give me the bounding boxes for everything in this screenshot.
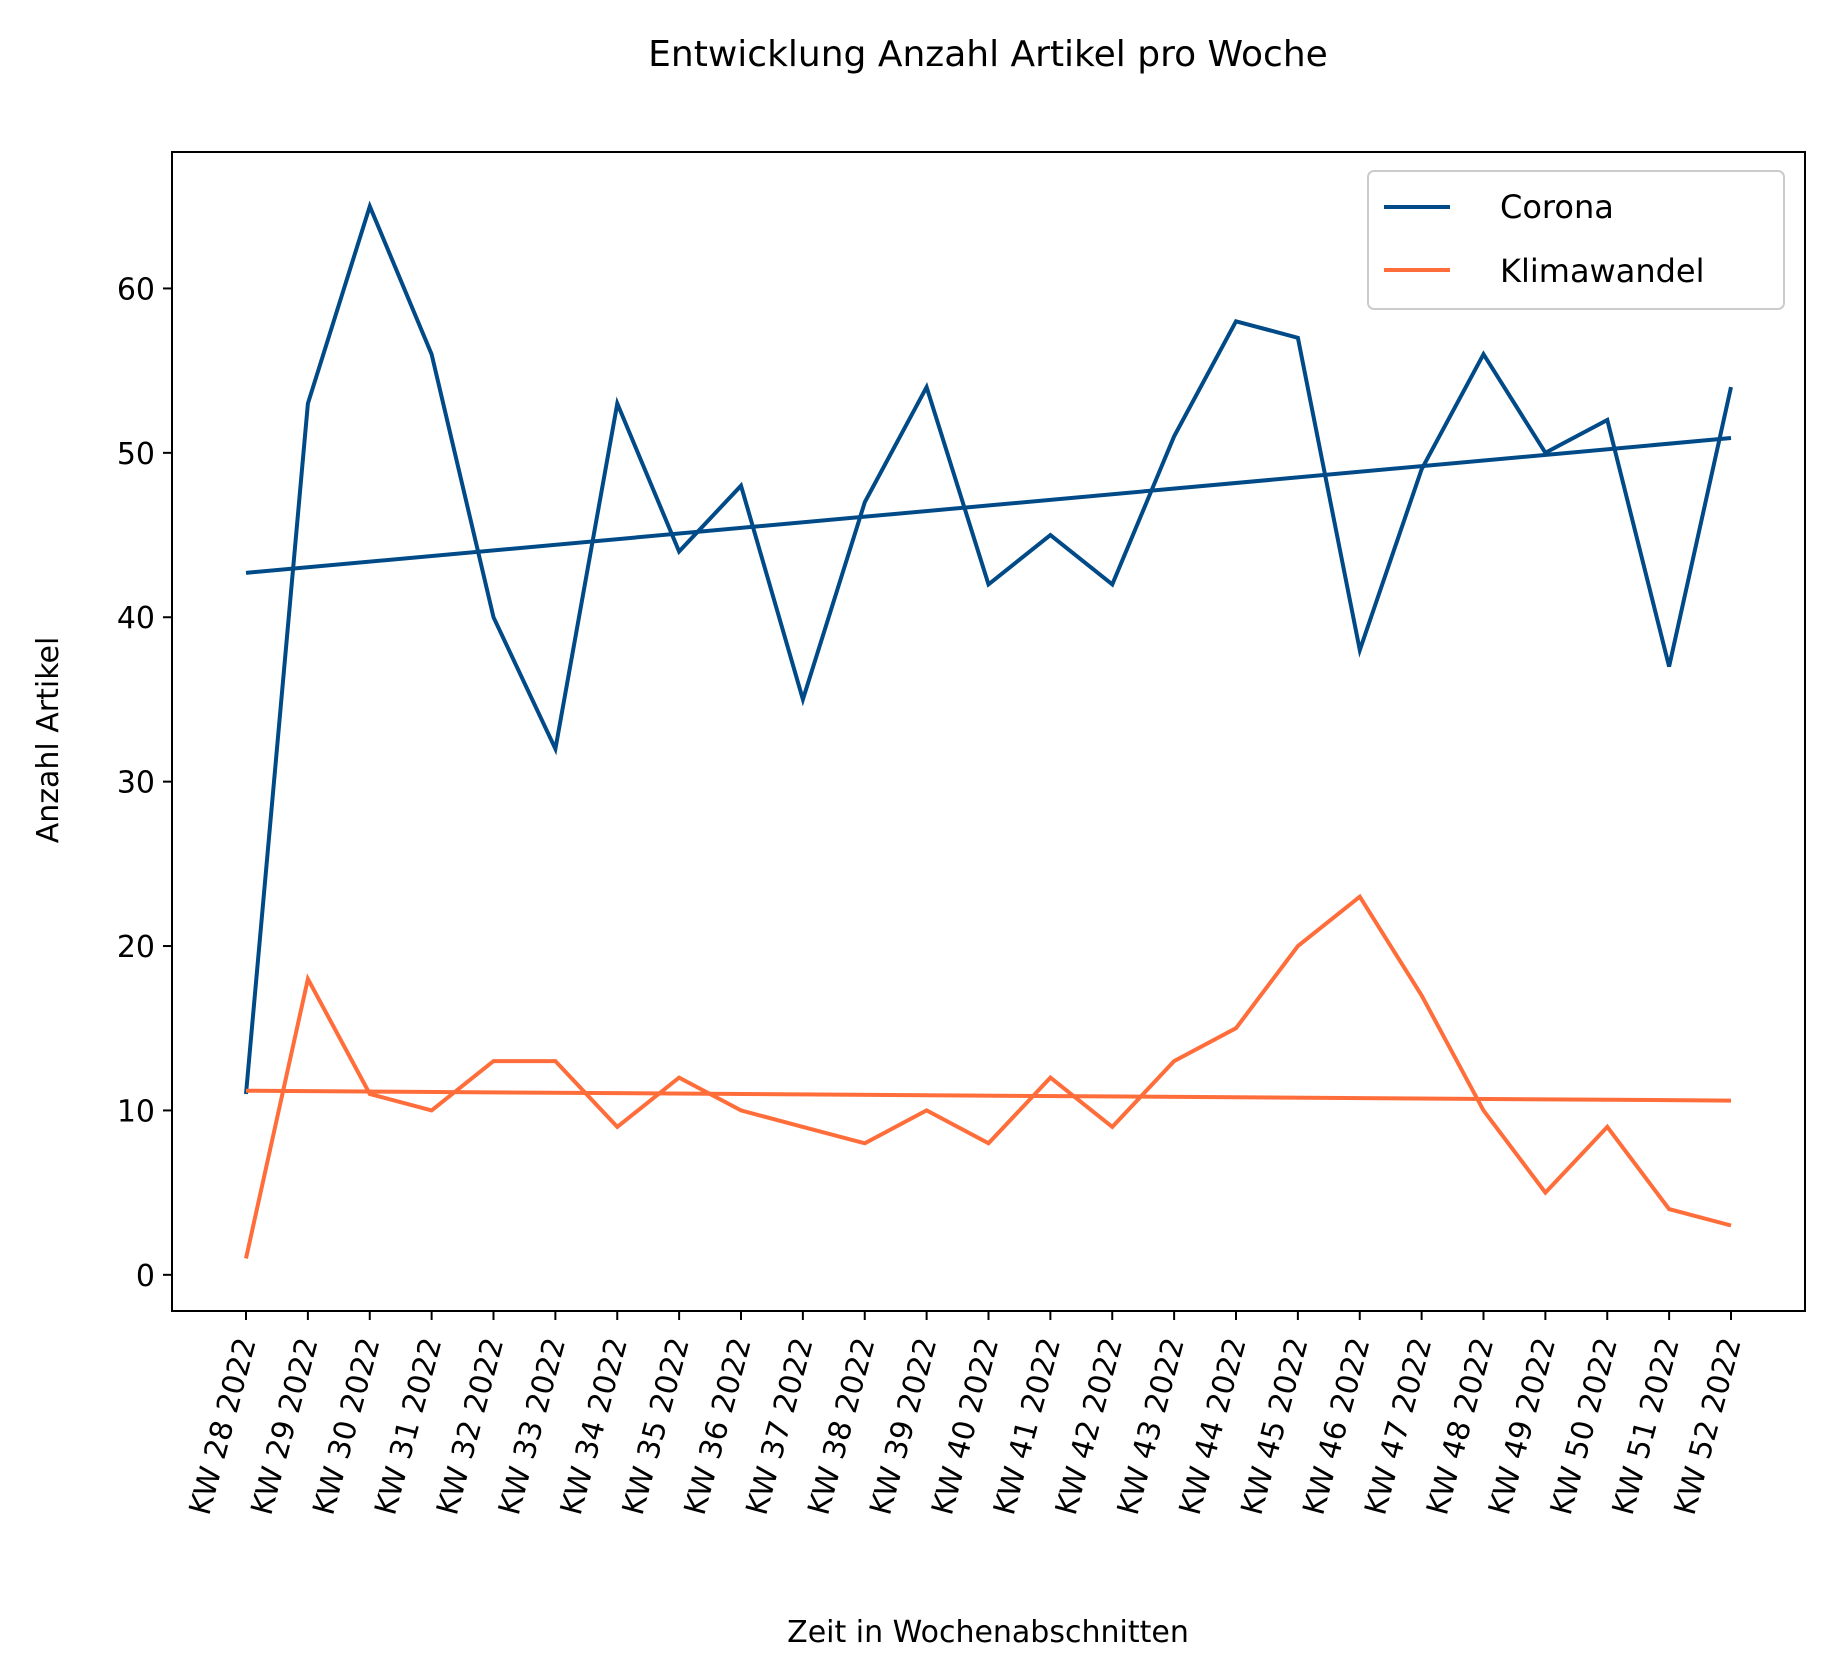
y-tick-label: 50: [117, 437, 155, 472]
plot-frame: [171, 151, 1806, 1312]
y-tick-label: 40: [117, 601, 155, 636]
chart-title: Entwicklung Anzahl Artikel pro Woche: [648, 34, 1328, 75]
y-tick-label: 30: [117, 766, 155, 801]
trend-line-klimawandel: [245, 1088, 1732, 1103]
y-axis-label: Anzahl Artikel: [31, 637, 66, 844]
y-axis-ticks: 0 10 20 30 40 50 60: [117, 272, 172, 1294]
trend-line-corona: [245, 436, 1732, 575]
legend: Corona Klimawandel: [1367, 170, 1785, 310]
series-line-corona: [244, 200, 1733, 1095]
y-tick-label: 0: [136, 1259, 155, 1294]
legend-label-corona: Corona: [1500, 188, 1614, 226]
y-tick-label: 20: [117, 930, 155, 965]
series-layer: [244, 200, 1733, 1259]
x-axis-label: Zeit in Wochenabschnitten: [787, 1615, 1189, 1650]
y-tick-label: 60: [117, 272, 155, 307]
legend-box: [1367, 170, 1785, 310]
legend-label-klimawandel: Klimawandel: [1500, 252, 1705, 290]
y-tick-label: 10: [117, 1094, 155, 1129]
series-line-klimawandel: [244, 893, 1732, 1259]
